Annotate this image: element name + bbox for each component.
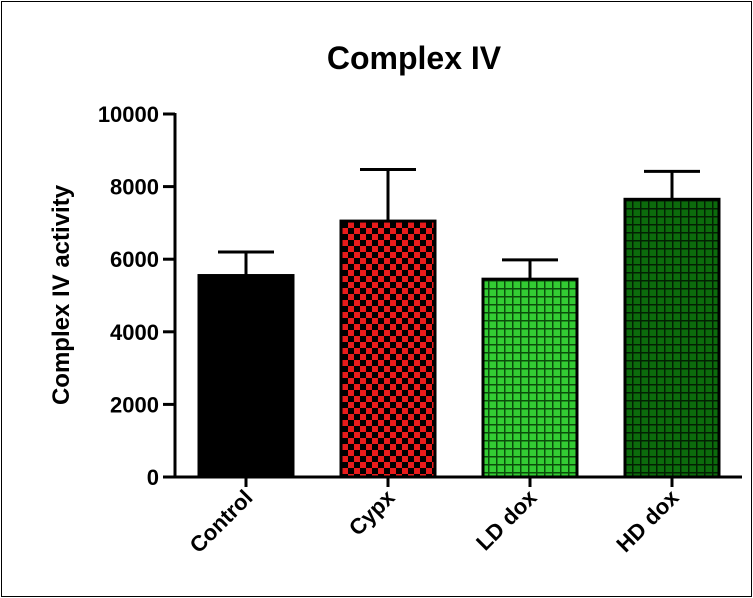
y-axis-ticks: 0 2000 4000 6000 8000 10000 — [98, 102, 175, 490]
x-tick-label: HD dox — [611, 484, 684, 557]
y-tick-label: 0 — [147, 465, 159, 490]
x-tick-label: Control — [185, 485, 258, 558]
error-bars-group — [218, 168, 700, 280]
y-tick-label: 2000 — [110, 392, 159, 417]
bar-hd-dox — [623, 197, 721, 479]
y-tick-label: 10000 — [98, 102, 159, 127]
y-tick-label: 4000 — [110, 320, 159, 345]
y-tick-label: 8000 — [110, 175, 159, 200]
bar-cypx — [339, 219, 437, 479]
chart-title: Complex IV — [327, 40, 502, 76]
y-axis-label: Complex IV activity — [48, 184, 75, 405]
y-tick-label: 6000 — [110, 247, 159, 272]
bars-group — [197, 197, 721, 479]
x-tick-label: Cypx — [344, 484, 400, 540]
x-axis-ticks: Control Cypx LD dox HD dox — [185, 477, 684, 558]
bar-ld-dox — [481, 277, 579, 479]
x-tick-label: LD dox — [471, 484, 542, 555]
bar-control — [197, 274, 295, 479]
